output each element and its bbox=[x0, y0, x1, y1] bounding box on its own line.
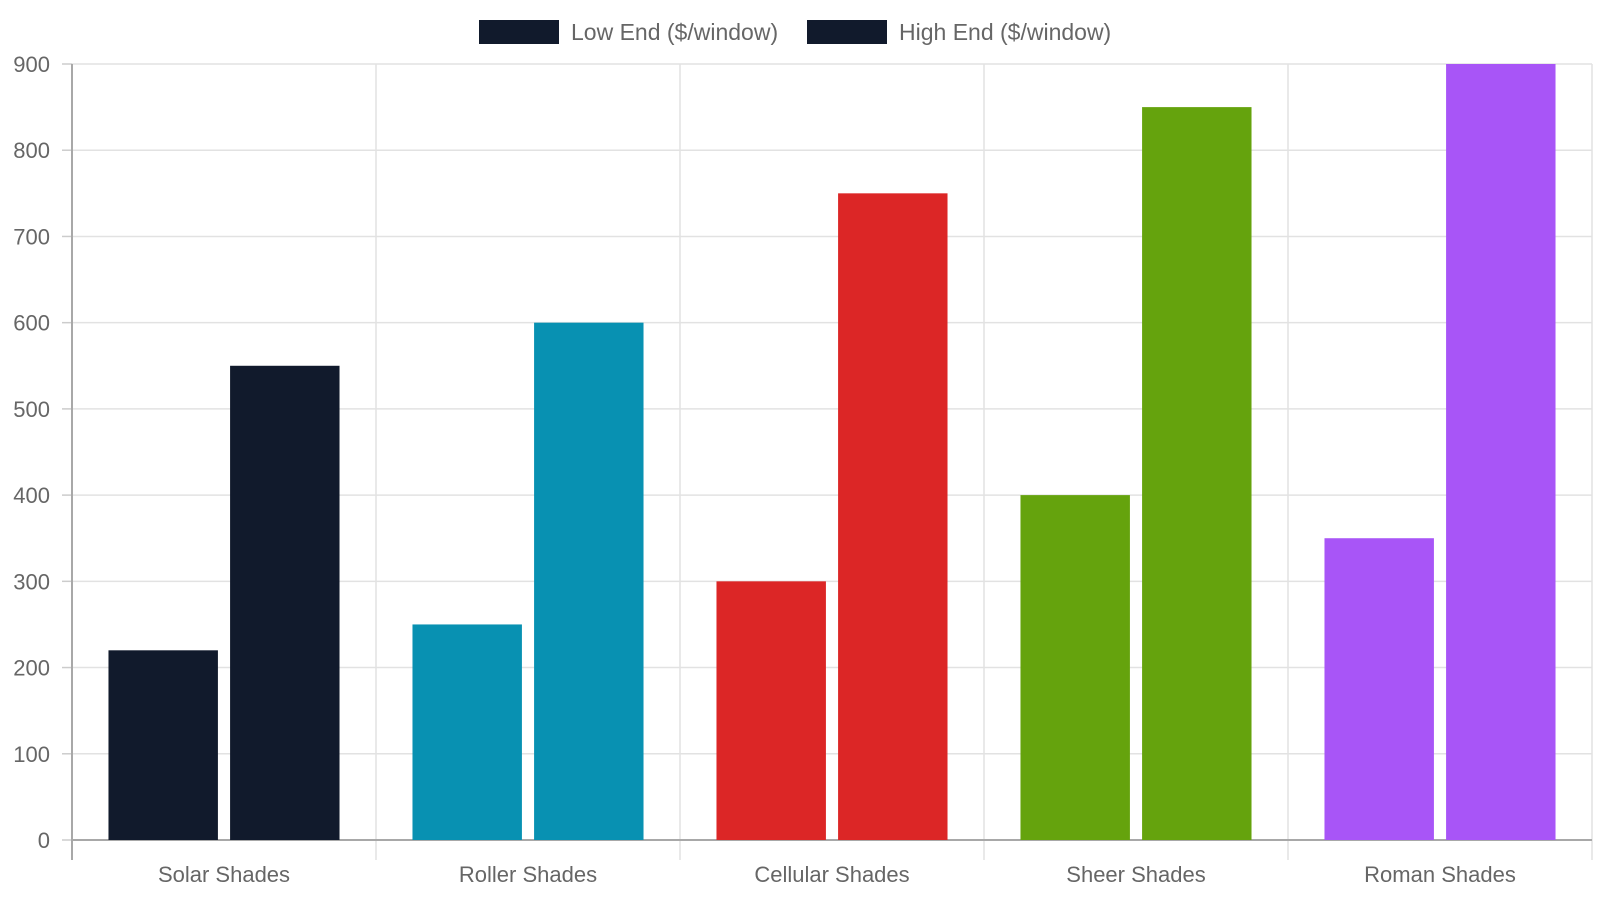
bars bbox=[108, 64, 1556, 841]
y-tick-label: 400 bbox=[13, 483, 50, 508]
x-tick-label: Sheer Shades bbox=[1066, 862, 1205, 887]
bar-roman-shades-high-end[interactable] bbox=[1446, 64, 1556, 840]
y-tick-label: 900 bbox=[13, 52, 50, 77]
x-tick-label: Solar Shades bbox=[158, 862, 290, 887]
y-tick-label: 700 bbox=[13, 224, 50, 249]
legend: Low End ($/window) High End ($/window) bbox=[479, 19, 1111, 45]
x-tick-label: Cellular Shades bbox=[754, 862, 909, 887]
legend-swatch-high-end[interactable] bbox=[807, 20, 887, 44]
tick-labels: 0 100 200 300 400 500 600 700 800 900 Solar Shades… bbox=[13, 52, 1516, 887]
legend-label-low-end[interactable]: Low End ($/window) bbox=[571, 19, 778, 45]
bar-cellular-shades-low-end[interactable] bbox=[716, 581, 826, 840]
y-tick-label: 500 bbox=[13, 397, 50, 422]
y-tick-label: 200 bbox=[13, 656, 50, 681]
legend-label-high-end[interactable]: High End ($/window) bbox=[899, 19, 1111, 45]
bar-sheer-shades-low-end[interactable] bbox=[1020, 495, 1130, 840]
y-tick-label: 600 bbox=[13, 311, 50, 336]
bar-roman-shades-low-end[interactable] bbox=[1324, 538, 1434, 840]
bar-solar-shades-low-end[interactable] bbox=[108, 650, 218, 840]
y-tick-label: 300 bbox=[13, 569, 50, 594]
y-tick-label: 0 bbox=[38, 828, 50, 853]
legend-swatch-low-end[interactable] bbox=[479, 20, 559, 44]
bar-cellular-shades-high-end[interactable] bbox=[838, 193, 948, 841]
bar-solar-shades-high-end[interactable] bbox=[230, 365, 340, 840]
y-tick-label: 100 bbox=[13, 742, 50, 767]
bar-sheer-shades-high-end[interactable] bbox=[1142, 107, 1252, 841]
x-tick-label: Roller Shades bbox=[459, 862, 597, 887]
bar-roller-shades-high-end[interactable] bbox=[534, 322, 644, 841]
bar-roller-shades-low-end[interactable] bbox=[412, 624, 522, 840]
x-tick-label: Roman Shades bbox=[1364, 862, 1516, 887]
y-tick-label: 800 bbox=[13, 138, 50, 163]
